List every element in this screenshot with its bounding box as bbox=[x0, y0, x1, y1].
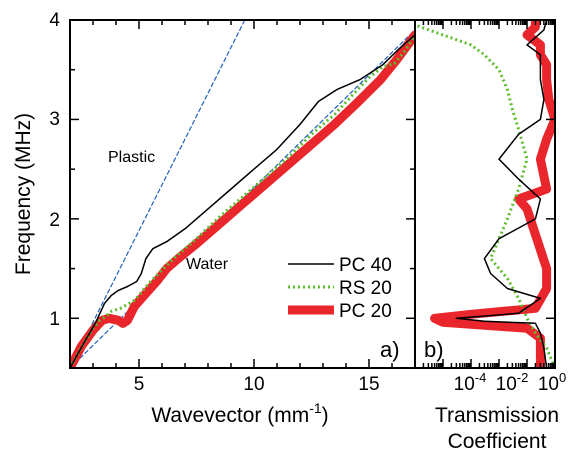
legend: PC 40 RS 20 PC 20 bbox=[288, 255, 392, 322]
legend-label-pc20: PC 20 bbox=[339, 301, 392, 322]
panel-b-series-pc40 bbox=[455, 20, 548, 368]
x-tick-label-10: 10 bbox=[243, 374, 264, 395]
y-axis-title: Frequency (MHz) bbox=[12, 113, 35, 275]
panel-label-b: b) bbox=[424, 337, 444, 362]
y-tick-label-4: 4 bbox=[49, 10, 60, 31]
y-tick-label-3: 3 bbox=[49, 109, 60, 130]
x-axis-title-b-line2: Coefficient bbox=[448, 430, 547, 453]
x-tick-label-1e-4: 10-4 bbox=[454, 370, 487, 395]
panel-b-series-pc20 bbox=[430, 20, 555, 368]
x-tick-label-1e-2: 10-2 bbox=[496, 370, 529, 395]
y-tick-label-2: 2 bbox=[49, 210, 60, 231]
panel-a-plot bbox=[70, 20, 415, 368]
x-tick-label-1e0: 100 bbox=[538, 370, 566, 395]
annotation-water: Water bbox=[186, 256, 229, 273]
annotation-plastic: Plastic bbox=[108, 149, 155, 166]
panel-a-series-rs20 bbox=[70, 34, 415, 368]
panel-a-series-pc40 bbox=[70, 34, 415, 368]
panel-a-ticks bbox=[70, 19, 416, 369]
x-axis-title-a: Wavevector (mm-1) bbox=[151, 400, 328, 427]
y-tick-label-1: 1 bbox=[49, 309, 60, 330]
x-axis-title-b-line1: Transmission bbox=[435, 404, 559, 427]
panel-a-series-reference-3 bbox=[70, 20, 246, 368]
legend-label-rs20: RS 20 bbox=[339, 278, 392, 299]
legend-label-pc40: PC 40 bbox=[339, 255, 392, 276]
x-tick-label-5: 5 bbox=[134, 374, 145, 395]
panel-label-a: a) bbox=[380, 337, 400, 362]
panel-b-plot bbox=[415, 20, 555, 368]
panel-a-series-pc20 bbox=[70, 30, 415, 368]
panel-b-ticks bbox=[414, 19, 555, 368]
x-tick-label-15: 15 bbox=[358, 374, 379, 395]
